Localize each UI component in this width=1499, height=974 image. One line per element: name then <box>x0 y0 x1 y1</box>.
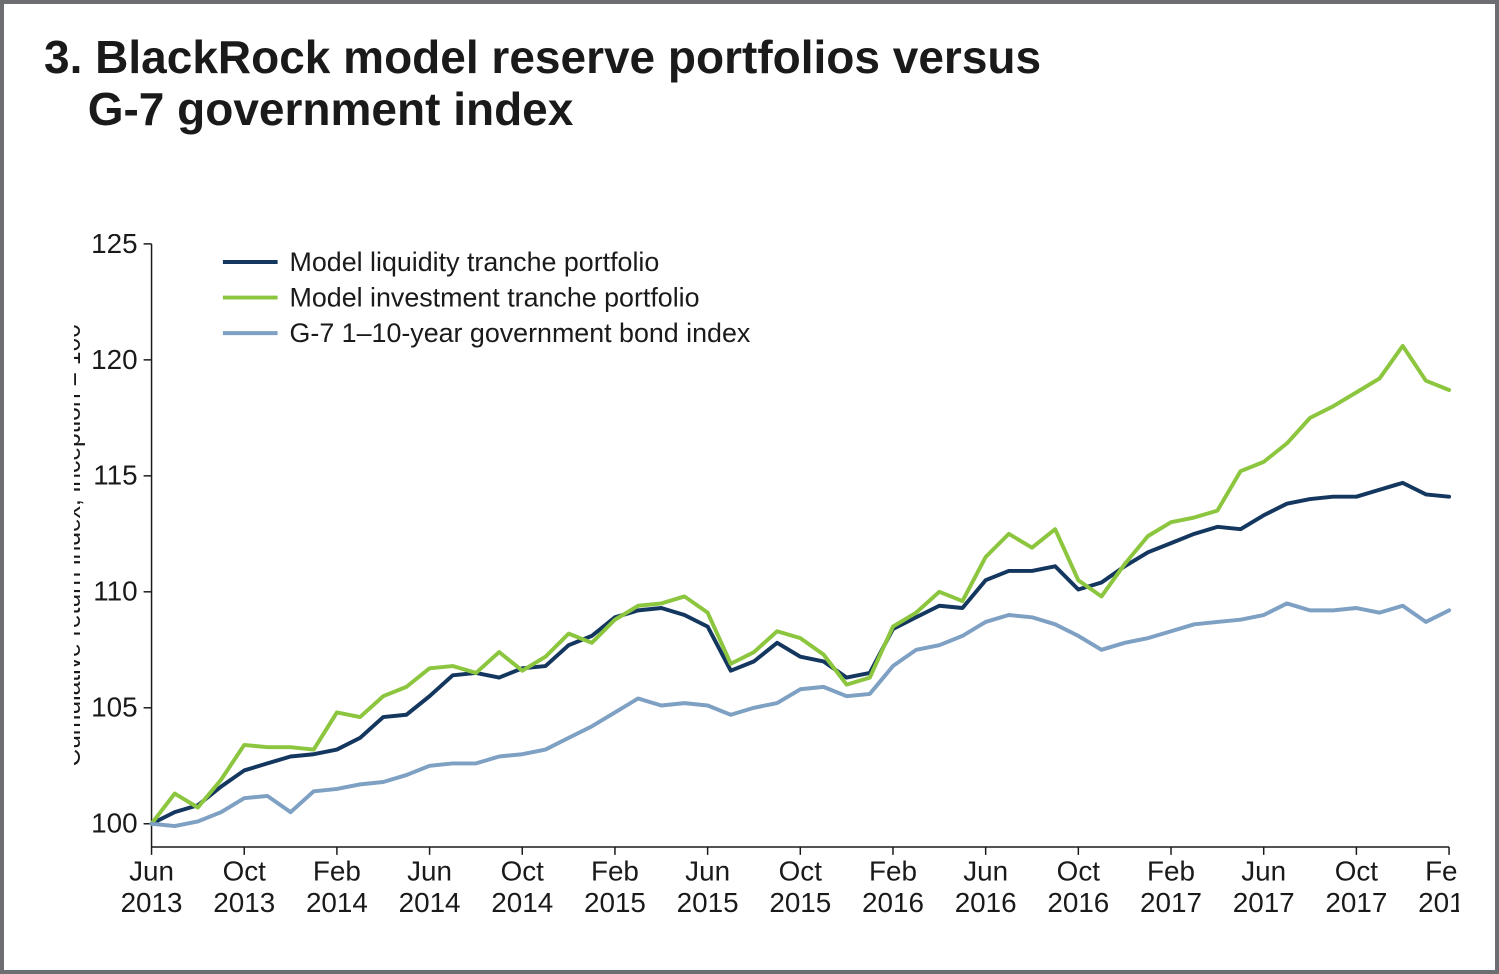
x-tick-month: Jun <box>1241 856 1286 887</box>
x-tick-year: 2015 <box>584 887 646 918</box>
x-tick-month: Oct <box>1057 856 1101 887</box>
x-tick-month: Jun <box>963 856 1008 887</box>
series-line <box>152 483 1450 824</box>
y-tick-label: 110 <box>93 576 137 607</box>
x-tick-month: Oct <box>223 856 267 887</box>
title-line1: BlackRock model reserve portfolios versu… <box>95 31 1041 83</box>
y-tick-label: 115 <box>93 460 137 491</box>
x-tick-month: Oct <box>501 856 545 887</box>
x-tick-month: Feb <box>313 856 361 887</box>
y-tick-label: 125 <box>91 234 137 259</box>
series-line <box>152 346 1450 824</box>
x-tick-month: Jun <box>129 856 174 887</box>
x-tick-year: 2018 <box>1418 887 1459 918</box>
y-tick-label: 120 <box>91 344 137 375</box>
title-line2: G-7 government index <box>44 83 573 135</box>
x-tick-year: 2014 <box>306 887 368 918</box>
x-tick-year: 2013 <box>213 887 275 918</box>
x-tick-year: 2015 <box>677 887 739 918</box>
line-chart: 100105110115120125Jun2013Oct2013Feb2014J… <box>74 234 1459 930</box>
x-tick-year: 2014 <box>491 887 553 918</box>
x-tick-month: Feb <box>1147 856 1195 887</box>
chart-frame: 3. BlackRock model reserve portfolios ve… <box>0 0 1499 974</box>
x-tick-month: Feb <box>1425 856 1459 887</box>
title-number: 3. <box>44 31 82 83</box>
y-axis-label: Cumulative return index, inception = 100 <box>74 324 86 767</box>
x-tick-year: 2013 <box>121 887 183 918</box>
x-tick-year: 2017 <box>1325 887 1387 918</box>
legend-label: Model investment tranche portfolio <box>290 283 700 313</box>
title-wrap: 3. BlackRock model reserve portfolios ve… <box>4 4 1495 135</box>
legend-label: Model liquidity tranche portfolio <box>290 247 660 277</box>
x-tick-year: 2016 <box>862 887 924 918</box>
x-tick-year: 2017 <box>1140 887 1202 918</box>
x-tick-year: 2016 <box>955 887 1017 918</box>
y-tick-label: 105 <box>91 692 137 723</box>
x-tick-year: 2014 <box>399 887 461 918</box>
x-tick-year: 2015 <box>769 887 831 918</box>
x-tick-month: Oct <box>1335 856 1379 887</box>
x-tick-month: Feb <box>869 856 917 887</box>
x-tick-year: 2017 <box>1233 887 1295 918</box>
legend-label: G-7 1–10-year government bond index <box>290 318 751 348</box>
x-tick-month: Feb <box>591 856 639 887</box>
chart-area: 100105110115120125Jun2013Oct2013Feb2014J… <box>74 234 1459 930</box>
x-tick-year: 2016 <box>1047 887 1109 918</box>
x-tick-month: Oct <box>779 856 823 887</box>
x-tick-month: Jun <box>407 856 452 887</box>
chart-title: 3. BlackRock model reserve portfolios ve… <box>44 32 1455 135</box>
x-tick-month: Jun <box>685 856 730 887</box>
y-tick-label: 100 <box>91 808 137 839</box>
